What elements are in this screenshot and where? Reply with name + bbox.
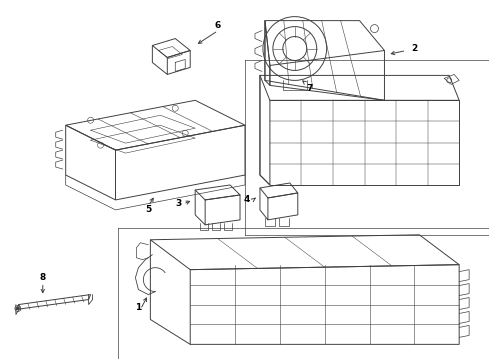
Text: 6: 6 <box>215 21 221 30</box>
Circle shape <box>16 307 20 310</box>
Text: 2: 2 <box>411 44 417 53</box>
Text: 3: 3 <box>175 199 181 208</box>
Text: 5: 5 <box>145 206 151 215</box>
Text: 7: 7 <box>307 84 313 93</box>
Text: 4: 4 <box>244 195 250 204</box>
Text: 8: 8 <box>40 273 46 282</box>
Text: 1: 1 <box>135 303 142 312</box>
